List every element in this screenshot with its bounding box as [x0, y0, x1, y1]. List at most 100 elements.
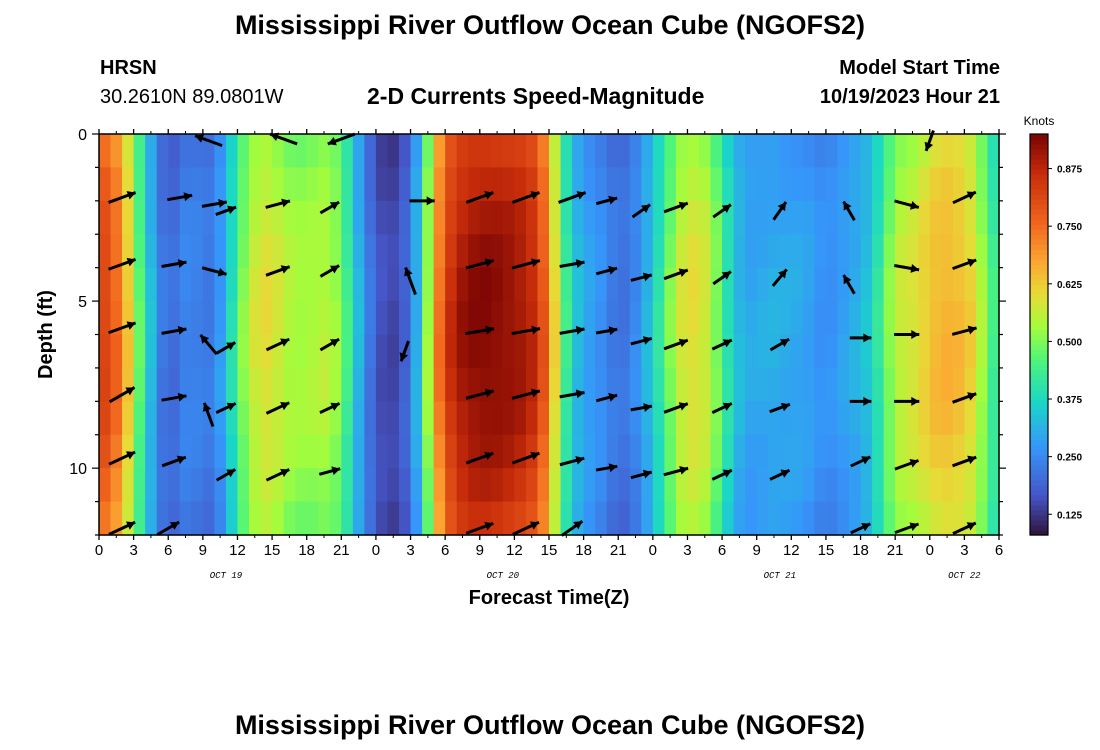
heatmap-cell: [329, 401, 342, 436]
heatmap-cell: [122, 134, 135, 169]
heatmap-cell: [629, 200, 642, 235]
station-label: HRSN: [100, 57, 157, 79]
heatmap-cell: [306, 367, 319, 402]
heatmap-cell: [722, 401, 735, 436]
x-tick-label: 3: [406, 542, 414, 559]
current-vector-arrow: [327, 132, 356, 146]
heatmap-cell: [941, 501, 954, 536]
heatmap-cell: [445, 234, 458, 269]
heatmap-cell: [964, 401, 977, 436]
heatmap-cell: [699, 134, 712, 169]
heatmap-cell: [560, 434, 573, 469]
colorbar-swatch: [1030, 454, 1048, 461]
heatmap-cell: [260, 401, 273, 436]
heatmap-cell: [618, 468, 631, 503]
heatmap-cell: [295, 301, 308, 336]
heatmap-cell: [779, 434, 792, 469]
heatmap-cell: [479, 401, 492, 436]
heatmap-cell: [560, 200, 573, 235]
heatmap-cell: [387, 334, 400, 369]
heatmap-cell: [191, 434, 204, 469]
heatmap-cell: [849, 501, 862, 536]
heatmap-cell: [929, 267, 942, 302]
current-vector-arrow: [558, 191, 587, 204]
current-vector-arrow: [319, 264, 340, 278]
heatmap-cell: [675, 167, 689, 202]
colorbar-swatch: [1030, 529, 1048, 536]
current-vector-arrow: [842, 200, 856, 221]
colorbar-tick-label: 0.250: [1057, 453, 1082, 464]
heatmap-cell: [456, 200, 469, 235]
x-axis-title: Forecast Time(Z): [469, 587, 630, 609]
heatmap-cell: [352, 301, 365, 336]
colorbar-swatch: [1030, 134, 1048, 140]
x-tick-label: 6: [995, 542, 1003, 559]
heatmap-cell: [191, 401, 204, 436]
heatmap-cell: [895, 501, 908, 536]
heatmap-cell: [122, 334, 135, 369]
current-vector-arrow: [951, 325, 977, 336]
heatmap-cell: [110, 200, 123, 235]
heatmap-cell: [606, 501, 619, 536]
heatmap-cell: [929, 401, 942, 436]
heatmap-cell: [975, 301, 989, 336]
heatmap-cell: [168, 267, 181, 302]
colorbar-swatch: [1030, 369, 1048, 376]
heatmap-cell: [110, 134, 123, 169]
heatmap-cell: [422, 468, 435, 503]
heatmap-cell: [825, 501, 839, 536]
current-vectors: [108, 130, 977, 537]
heatmap-cell: [133, 501, 146, 536]
heatmap-cell: [756, 167, 769, 202]
heatmap-cell: [641, 501, 654, 536]
heatmap-cell: [214, 468, 227, 503]
heatmap-cell: [560, 134, 573, 169]
heatmap-cell: [156, 167, 169, 202]
colorbar-swatch: [1030, 409, 1048, 416]
heatmap-cell: [629, 401, 642, 436]
heatmap-cell: [214, 134, 227, 169]
current-vector-arrow: [711, 338, 733, 351]
colorbar-swatch: [1030, 224, 1048, 230]
heatmap-cell: [549, 167, 562, 202]
heatmap-cell: [595, 367, 608, 402]
current-vector-arrow: [595, 326, 618, 336]
x-tick-label: 18: [852, 542, 869, 559]
heatmap-cell: [952, 200, 965, 235]
heatmap-cell: [306, 301, 319, 336]
current-vector-arrow: [894, 396, 920, 406]
heatmap-cell: [952, 501, 965, 536]
heatmap-cell: [179, 134, 192, 169]
heatmap-cell: [191, 301, 204, 336]
heatmap-cell: [479, 301, 492, 336]
heatmap-cell: [225, 367, 239, 402]
heatmap-cell: [237, 167, 250, 202]
heatmap-cell: [422, 367, 435, 402]
heatmap-cell: [814, 234, 827, 269]
heatmap-cell: [941, 167, 954, 202]
heatmap-cell: [191, 267, 204, 302]
heatmap-cell: [156, 267, 169, 302]
current-vector-arrow: [465, 325, 495, 336]
heatmap-cell: [399, 434, 412, 469]
heatmap-cell: [722, 134, 735, 169]
heatmap-cell: [560, 234, 573, 269]
heatmap-cell: [906, 367, 919, 402]
current-vector-arrow: [630, 469, 653, 480]
heatmap-cell: [375, 334, 389, 369]
x-tick-label: 15: [541, 542, 558, 559]
heatmap-cell: [814, 167, 827, 202]
heatmap-cell: [514, 134, 527, 169]
heatmap-cell: [699, 401, 712, 436]
current-vector-arrow: [399, 340, 410, 362]
heatmap-cell: [837, 234, 850, 269]
heatmap-cell: [237, 401, 250, 436]
current-vector-arrow: [215, 341, 237, 355]
heatmap-cell: [202, 367, 215, 402]
x-tick-label: 21: [887, 542, 904, 559]
heatmap-cell: [895, 200, 908, 235]
heatmap-cell: [491, 167, 504, 202]
heatmap-cell: [525, 267, 539, 302]
heatmap-cell: [502, 200, 515, 235]
heatmap-cell: [722, 434, 735, 469]
